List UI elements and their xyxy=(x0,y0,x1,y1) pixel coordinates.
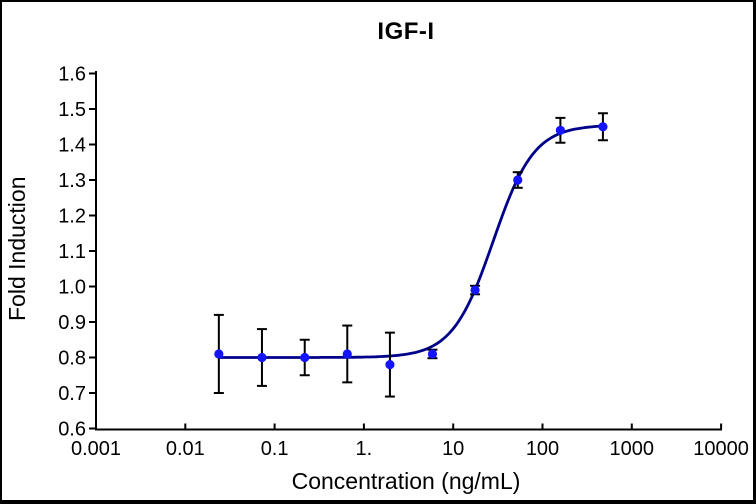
x-tick-label: 10 xyxy=(442,438,464,460)
y-tick-label: 0.9 xyxy=(58,312,86,334)
data-point-marker xyxy=(257,352,267,363)
x-tick-label: 0.01 xyxy=(166,438,205,460)
data-point-marker xyxy=(598,122,608,132)
y-tick-label: 1.3 xyxy=(58,170,86,192)
x-tick-label: 1. xyxy=(356,438,373,460)
x-tick-label: 1000 xyxy=(610,438,655,460)
y-tick-label: 1.2 xyxy=(58,206,86,228)
x-tick-label: 0.001 xyxy=(71,438,121,460)
y-tick-label: 0.7 xyxy=(58,383,86,405)
y-tick-label: 1.4 xyxy=(58,135,86,157)
data-point-marker xyxy=(342,349,352,359)
fit-curve-path xyxy=(217,124,605,359)
data-point-marker xyxy=(300,352,310,363)
x-tick-label: 10000 xyxy=(693,438,749,460)
x-tick-label: 100 xyxy=(526,438,559,460)
y-tick-label: 1.5 xyxy=(58,99,86,121)
x-axis-title: Concentration (ng/mL) xyxy=(291,468,521,494)
data-point-marker xyxy=(470,285,480,295)
y-tick-label: 0.6 xyxy=(58,419,86,441)
chart-title: IGF-I xyxy=(377,18,435,45)
y-tick-label: 1.6 xyxy=(58,64,86,86)
data-point-marker xyxy=(385,360,395,370)
data-point-marker xyxy=(427,349,438,359)
x-tick-label: 0.1 xyxy=(261,438,289,460)
y-tick-label: 1.1 xyxy=(58,241,86,263)
data-point-marker xyxy=(513,175,523,185)
y-tick-label: 1.0 xyxy=(58,277,86,299)
data-point-marker xyxy=(214,349,224,359)
y-tick-label: 0.8 xyxy=(58,348,86,370)
data-point-marker xyxy=(555,125,565,135)
